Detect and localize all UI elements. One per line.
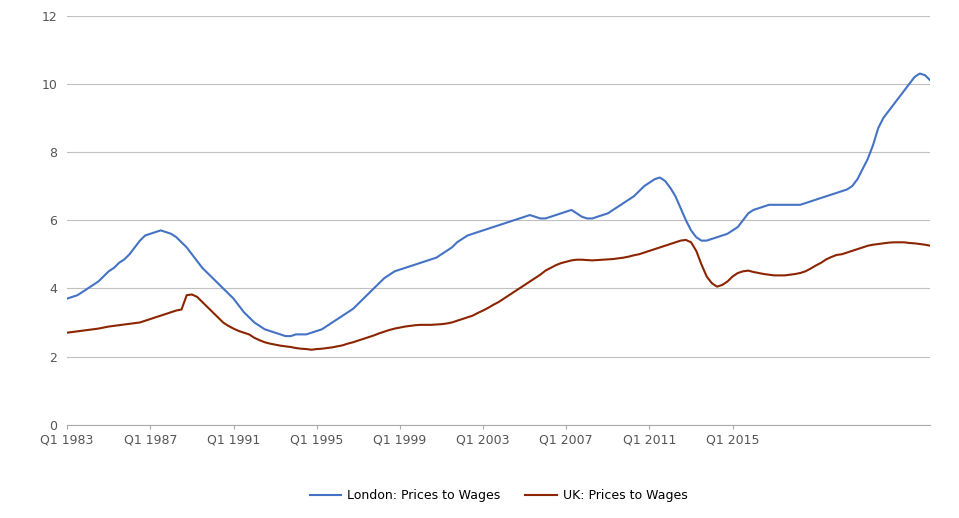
London: Prices to Wages: (86, 6): Prices to Wages: (86, 6) (508, 217, 520, 223)
UK: Prices to Wages: (23, 3.8): Prices to Wages: (23, 3.8) (181, 292, 193, 298)
London: Prices to Wages: (164, 10.3): Prices to Wages: (164, 10.3) (914, 70, 925, 77)
UK: Prices to Wages: (166, 5.25): Prices to Wages: (166, 5.25) (924, 242, 936, 249)
Line: UK: Prices to Wages: UK: Prices to Wages (67, 240, 930, 350)
Line: London: Prices to Wages: London: Prices to Wages (67, 74, 930, 336)
London: Prices to Wages: (60, 4.15): Prices to Wages: (60, 4.15) (373, 280, 385, 286)
London: Prices to Wages: (84, 5.9): Prices to Wages: (84, 5.9) (498, 221, 509, 227)
London: Prices to Wages: (22, 5.35): Prices to Wages: (22, 5.35) (175, 239, 187, 246)
UK: Prices to Wages: (60, 2.68): Prices to Wages: (60, 2.68) (373, 330, 385, 337)
UK: Prices to Wages: (84, 3.7): Prices to Wages: (84, 3.7) (498, 295, 509, 301)
UK: Prices to Wages: (22, 3.38): Prices to Wages: (22, 3.38) (175, 306, 187, 312)
UK: Prices to Wages: (0, 2.7): Prices to Wages: (0, 2.7) (61, 329, 73, 336)
UK: Prices to Wages: (47, 2.2): Prices to Wages: (47, 2.2) (306, 347, 317, 353)
London: Prices to Wages: (42, 2.6): Prices to Wages: (42, 2.6) (280, 333, 292, 339)
UK: Prices to Wages: (119, 5.42): Prices to Wages: (119, 5.42) (680, 237, 691, 243)
London: Prices to Wages: (110, 6.85): Prices to Wages: (110, 6.85) (633, 188, 644, 194)
London: Prices to Wages: (0, 3.7): Prices to Wages: (0, 3.7) (61, 295, 73, 301)
UK: Prices to Wages: (110, 5): Prices to Wages: (110, 5) (633, 251, 644, 257)
London: Prices to Wages: (166, 10.1): Prices to Wages: (166, 10.1) (924, 77, 936, 83)
Legend: London: Prices to Wages, UK: Prices to Wages: London: Prices to Wages, UK: Prices to W… (305, 484, 692, 507)
London: Prices to Wages: (23, 5.2): Prices to Wages: (23, 5.2) (181, 244, 193, 251)
UK: Prices to Wages: (86, 3.9): Prices to Wages: (86, 3.9) (508, 289, 520, 295)
